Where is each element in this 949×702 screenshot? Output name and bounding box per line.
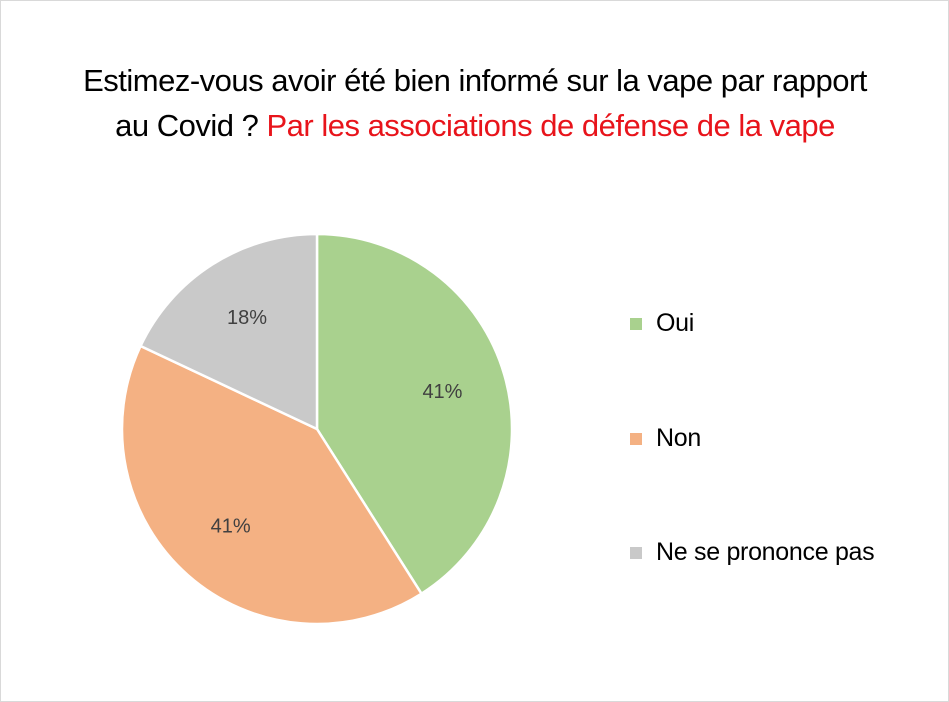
legend-item-ne-se-prononce-pas: Ne se prononce pas bbox=[630, 538, 875, 567]
legend-label-oui: Oui bbox=[656, 309, 695, 337]
legend-item-oui: Oui bbox=[630, 309, 694, 338]
legend-swatch-ne-se-prononce-pas bbox=[630, 546, 642, 559]
data-label-non: 41% bbox=[211, 515, 251, 537]
legend-label-non: Non bbox=[656, 424, 701, 452]
pie-slice-ne-se-prononce-pas bbox=[139, 232, 319, 431]
chart-title-highlight: Par les associations de défense de la va… bbox=[266, 108, 835, 143]
data-label-oui: 41% bbox=[422, 381, 462, 403]
chart-title-line-1: Estimez-vous avoir été bien informé sur … bbox=[83, 63, 867, 98]
chart-title: Estimez-vous avoir été bien informé sur … bbox=[60, 58, 890, 148]
chart-title-prefix: au Covid ? bbox=[115, 108, 267, 143]
legend-swatch-oui bbox=[630, 317, 642, 330]
data-label-ne-se-prononce-pas: 18% bbox=[227, 307, 267, 329]
legend-label-ne-se-prononce-pas: Ne se prononce pas bbox=[656, 538, 875, 566]
chart-title-line-2: au Covid ? Par les associations de défen… bbox=[60, 103, 890, 148]
pie-slice-non bbox=[120, 344, 423, 626]
legend-item-non: Non bbox=[630, 424, 701, 453]
legend-swatch-non bbox=[630, 432, 642, 445]
